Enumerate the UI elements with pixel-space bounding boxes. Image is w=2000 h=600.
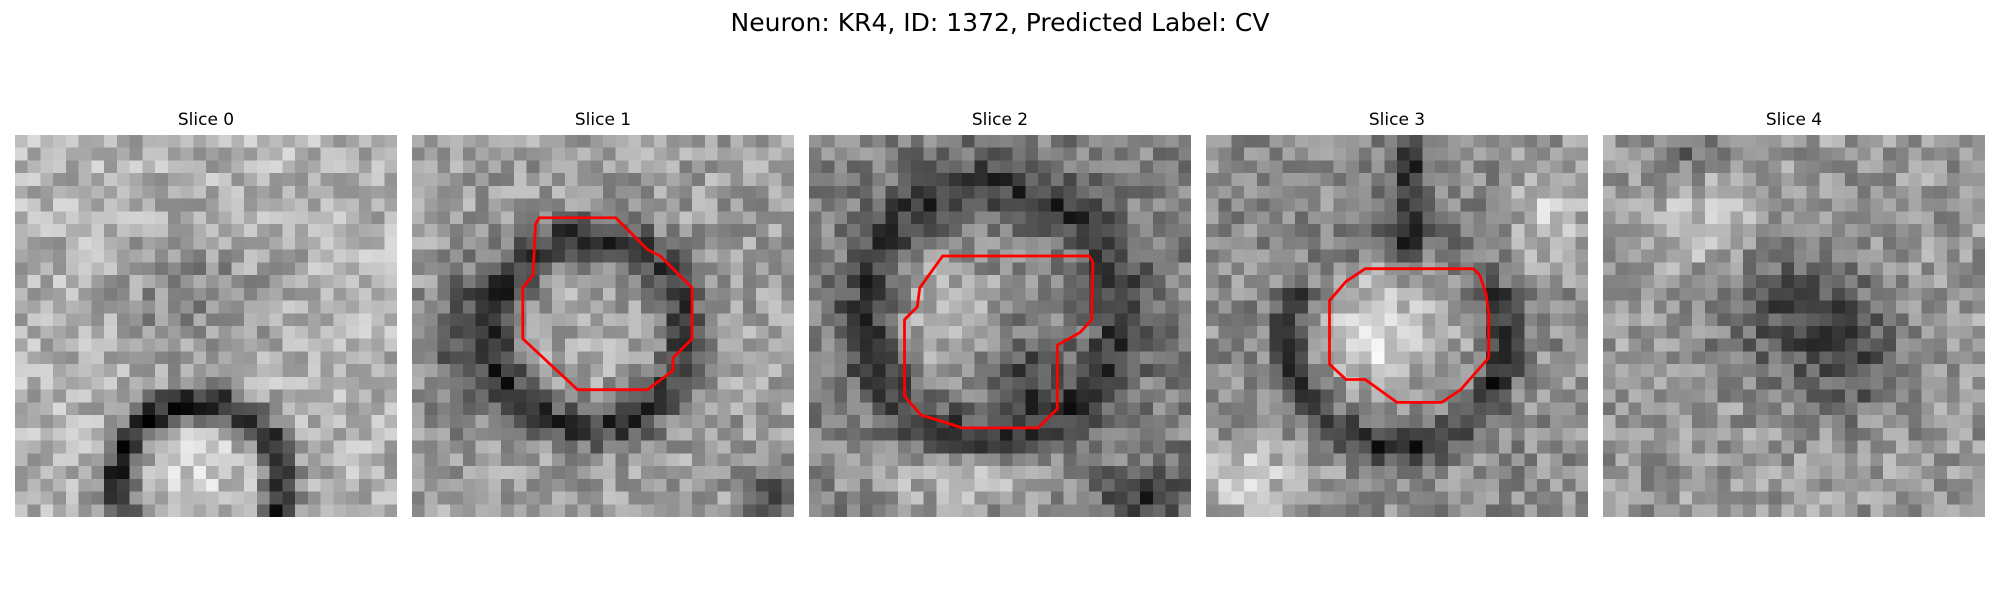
slice-image-0 xyxy=(15,135,397,517)
slice-title-1: Slice 1 xyxy=(574,110,632,130)
contour-outline-2 xyxy=(903,254,1095,430)
slice-title-0: Slice 0 xyxy=(177,110,235,130)
slice-title-3: Slice 3 xyxy=(1368,110,1426,130)
slice-title-2: Slice 2 xyxy=(971,110,1029,130)
contour-outline-1 xyxy=(521,216,694,392)
slice-title-4: Slice 4 xyxy=(1765,110,1823,130)
contour-outline-3 xyxy=(1328,267,1491,404)
figure-title: Neuron: KR4, ID: 1372, Predicted Label: … xyxy=(730,8,1270,37)
slice-image-2 xyxy=(809,135,1191,517)
slice-image-3 xyxy=(1206,135,1588,517)
slice-image-4 xyxy=(1603,135,1985,517)
slice-image-1 xyxy=(412,135,794,517)
